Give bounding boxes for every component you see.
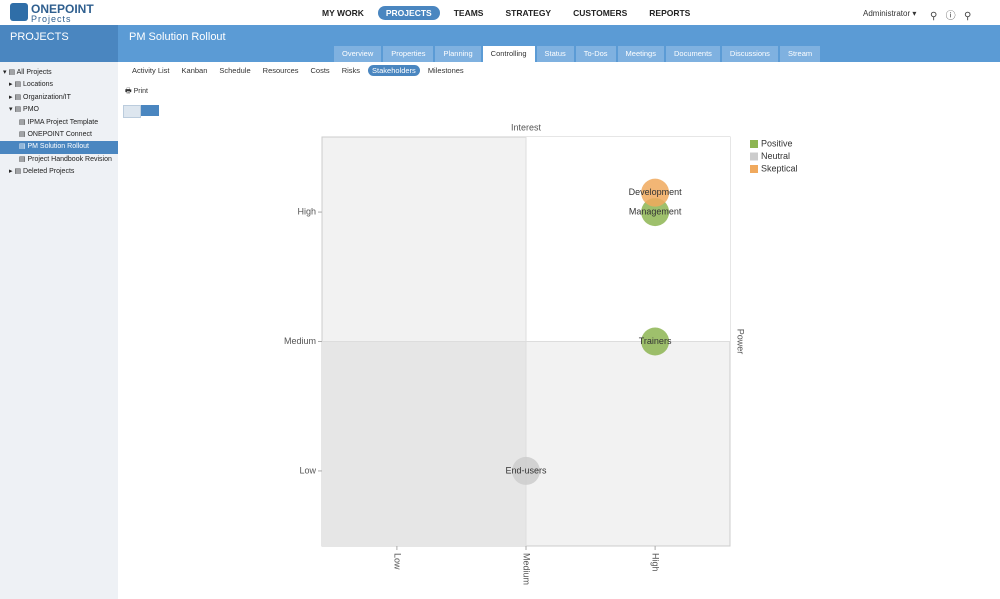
nav-item[interactable]: MY WORK: [322, 8, 364, 18]
tree-row[interactable]: ▸ ▤ Organization/IT: [9, 93, 71, 101]
x-axis-label: Interest: [511, 122, 542, 132]
tree-label[interactable]: IPMA Project Template: [27, 118, 99, 126]
y-axis-label: Power: [736, 329, 746, 355]
subtab[interactable]: Resources: [262, 66, 299, 75]
nav-item[interactable]: REPORTS: [649, 8, 691, 18]
tab[interactable]: Overview: [334, 46, 382, 62]
subtab[interactable]: Schedule: [219, 66, 251, 75]
bubble: [641, 198, 670, 227]
tree-row[interactable]: ▸ ▤ Deleted Projects: [9, 168, 75, 176]
quadrant: [322, 341, 526, 546]
tab[interactable]: Stream: [779, 46, 821, 62]
tree: ▾ ▤ All Projects ▸ ▤ Locations ▸ ▤ Organiz…: [0, 67, 118, 179]
tree-label[interactable]: Project Handbook Revision: [27, 155, 112, 163]
x-tick-label: Medium: [522, 553, 532, 585]
tab[interactable]: To-Dos: [575, 46, 616, 62]
tree-row[interactable]: ▾ ▤ All Projects: [3, 69, 52, 76]
y-tick-label: Medium: [284, 336, 316, 346]
tree-label[interactable]: Locations: [23, 81, 53, 89]
bubble: [641, 178, 670, 207]
sidebar-head: [0, 25, 118, 62]
tree-label[interactable]: Deleted Projects: [23, 168, 75, 176]
top-bar: [0, 0, 1000, 25]
subtab[interactable]: Risks: [341, 66, 361, 75]
tree-label[interactable]: PM Solution Rollout: [27, 143, 89, 151]
subtab[interactable]: Kanban: [181, 66, 208, 75]
tree-row[interactable]: ▸ ▤ Locations: [9, 81, 53, 89]
quadrant: [526, 137, 730, 342]
print[interactable]: 🖶 Print: [125, 88, 148, 95]
user-menu[interactable]: Administrator ▾: [863, 9, 917, 18]
tree-row[interactable]: ▾ ▤ PMO: [9, 106, 39, 114]
tab[interactable]: Planning: [435, 46, 481, 62]
tab[interactable]: Documents: [665, 46, 720, 62]
print-label[interactable]: Print: [133, 88, 148, 95]
tree-row[interactable]: ▤ ONEPOINT Connect: [15, 130, 92, 138]
y-tick-label: High: [297, 206, 316, 216]
tree-row[interactable]: ▤ IPMA Project Template: [15, 118, 99, 126]
tree-label[interactable]: Organization/IT: [23, 93, 71, 101]
tabs: Overview Properties Planning Controlling Sta…: [334, 46, 821, 62]
legend-label: Neutral: [761, 151, 790, 161]
legend-label: Positive: [761, 138, 793, 148]
bubble-label: Development: [629, 187, 683, 197]
tab[interactable]: Discussions: [721, 46, 778, 62]
bubble: [512, 456, 540, 485]
legend-swatch: [750, 165, 758, 173]
tree-row[interactable]: ▤ PM Solution Rollout: [0, 141, 118, 154]
legend-label: Skeptical: [761, 163, 798, 173]
nav-item[interactable]: CUSTOMERS: [573, 8, 628, 18]
subtab[interactable]: Stakeholders: [368, 65, 420, 76]
bubble-label: End-users: [505, 465, 547, 475]
logo: ONEPOINT: [31, 2, 94, 16]
icons[interactable]: ⚲ ⓘ ⚲: [930, 11, 972, 22]
tab[interactable]: Properties: [383, 46, 434, 62]
tree-row[interactable]: ▤ Project Handbook Revision: [15, 155, 112, 163]
bubble-label: Trainers: [639, 336, 672, 346]
x-tick-label: High: [651, 553, 661, 572]
tab[interactable]: Controlling: [482, 46, 535, 62]
bubble: [641, 327, 670, 356]
bubble-label: Management: [629, 206, 682, 216]
logo-icon: [10, 3, 28, 21]
logo-sub: Projects: [31, 14, 72, 24]
legend-swatch: [750, 152, 758, 161]
user[interactable]: Administrator: [863, 9, 911, 18]
tree-label[interactable]: ONEPOINT Connect: [27, 130, 92, 138]
nav: MY WORK PROJECTS TEAMS STRATEGY CUSTOMERS REP…: [314, 6, 698, 20]
view-list[interactable]: [123, 105, 141, 118]
subtab[interactable]: Costs: [310, 66, 330, 75]
legend-swatch: [750, 140, 758, 148]
tab[interactable]: Status: [536, 46, 574, 62]
y-tick-label: Low: [299, 465, 316, 475]
tree-label[interactable]: All Projects: [16, 69, 52, 76]
nav-item[interactable]: TEAMS: [453, 8, 484, 18]
subtabs: Activity List Kanban Schedule Resources Cost…: [128, 65, 468, 76]
tab[interactable]: Meetings: [617, 46, 664, 62]
nav-item[interactable]: STRATEGY: [505, 8, 552, 18]
view-chart[interactable]: [141, 105, 159, 116]
x-tick-label: Low: [393, 553, 403, 570]
project-title: PM Solution Rollout: [129, 31, 226, 43]
subtab[interactable]: Activity List: [132, 66, 170, 75]
subtab[interactable]: Milestones: [427, 66, 464, 75]
nav-item[interactable]: PROJECTS: [377, 6, 440, 20]
tree-label[interactable]: PMO: [23, 106, 39, 114]
sidebar-title: PROJECTS: [10, 31, 69, 43]
